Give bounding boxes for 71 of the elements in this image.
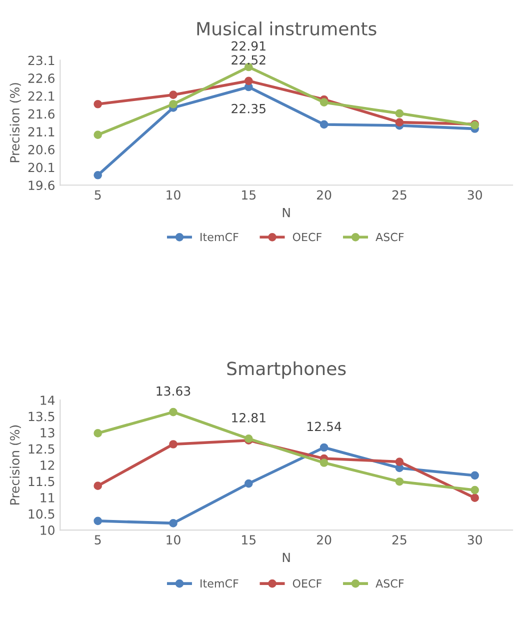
legend-label: ItemCF	[200, 579, 238, 588]
point	[320, 98, 328, 107]
point	[395, 118, 404, 126]
point	[94, 170, 102, 180]
x-tick-label: 20	[317, 535, 332, 545]
y-tick-label: 10	[40, 525, 54, 535]
y-tick-label: 20.1	[28, 162, 54, 172]
point	[94, 100, 102, 108]
point	[470, 486, 480, 494]
x-tick-label: 30	[468, 535, 482, 545]
y-tick-label: 12.5	[28, 444, 54, 454]
x-tick-label: 5	[94, 190, 101, 200]
x-tick-label: 20	[317, 190, 332, 200]
point	[169, 90, 178, 100]
x-tick-label: 25	[392, 535, 406, 545]
point	[395, 477, 404, 486]
y-tick-label: 11.5	[28, 476, 54, 486]
chart-title: Smartphones	[227, 361, 346, 379]
point	[169, 100, 178, 108]
y-axis-title: Precision (%)	[10, 83, 21, 162]
x-tick-label: 15	[242, 190, 256, 200]
y-tick-label: 14	[40, 396, 55, 405]
point	[470, 471, 480, 480]
point	[320, 458, 328, 467]
point	[94, 130, 102, 139]
y-tick-label: 20.6	[28, 144, 54, 154]
y-tick-label: 10.5	[28, 509, 54, 519]
point	[169, 440, 178, 448]
data-label: 22.91	[232, 41, 266, 51]
legend-label: ASCF	[376, 232, 404, 242]
point	[320, 120, 328, 129]
legend-label: ItemCF	[200, 232, 238, 242]
point	[94, 482, 102, 490]
y-tick-label: 13	[40, 428, 54, 438]
point	[244, 479, 253, 488]
x-tick-label: 10	[166, 190, 180, 200]
x-tick-label: 30	[468, 190, 482, 200]
data-label: 13.63	[156, 386, 190, 396]
point	[169, 408, 178, 416]
point	[395, 458, 404, 466]
y-tick-label: 13.5	[28, 412, 54, 422]
point	[94, 516, 102, 526]
x-tick-label: 5	[94, 535, 101, 545]
x-axis-title: N	[282, 208, 290, 218]
point	[244, 76, 253, 86]
y-tick-label: 23.1	[28, 56, 54, 66]
data-label: 12.54	[308, 422, 342, 432]
point	[169, 519, 178, 528]
x-axis-title: N	[282, 552, 290, 562]
y-tick-label: 21.1	[28, 127, 54, 136]
y-tick-label: 19.6	[28, 180, 54, 190]
point	[320, 443, 328, 452]
y-tick-label: 22.1	[28, 91, 54, 101]
x-tick-label: 10	[166, 535, 180, 545]
y-axis-title: Precision (%)	[10, 425, 21, 504]
data-label: 22.35	[232, 104, 266, 114]
data-label: 22.52	[232, 55, 266, 65]
legend-label: ASCF	[376, 579, 404, 588]
x-tick-label: 15	[242, 535, 256, 545]
point	[94, 429, 102, 438]
y-tick-label: 11	[40, 493, 54, 502]
y-tick-label: 12	[40, 460, 54, 470]
point	[470, 494, 480, 502]
y-tick-label: 21.6	[28, 109, 54, 119]
data-label: 12.81	[232, 412, 266, 422]
legend-label: OECF	[292, 579, 322, 588]
legend-label: OECF	[292, 232, 322, 242]
x-tick-label: 25	[392, 190, 406, 200]
y-tick-label: 22.6	[28, 74, 54, 83]
point	[395, 109, 404, 118]
chart-title: Musical instruments	[197, 22, 376, 36]
